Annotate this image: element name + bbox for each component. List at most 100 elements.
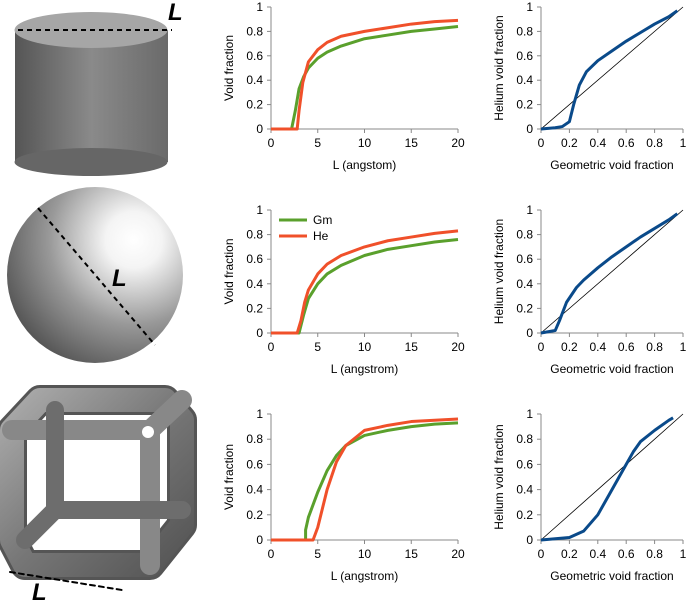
x-tick-label: 0 — [538, 136, 545, 150]
x-tick-label: 0.4 — [589, 136, 606, 150]
series-line — [271, 229, 459, 335]
y-tick-label: 0.2 — [516, 98, 533, 112]
y-tick-label: 0.8 — [516, 24, 533, 38]
y-axis-label: Helium void fraction — [492, 219, 506, 324]
x-tick-label: 0.8 — [646, 340, 663, 354]
x-tick-label: 20 — [451, 340, 465, 354]
y-tick-label: 0.8 — [246, 228, 263, 242]
x-tick-label: 15 — [405, 340, 419, 354]
series-line — [271, 238, 459, 335]
y-axis-label: Void fraction — [222, 444, 236, 510]
y-tick-label: 0 — [256, 533, 263, 547]
x-tick-label: 0 — [268, 136, 275, 150]
x-tick-label: 0 — [538, 340, 545, 354]
x-axis-label: Geometric void fraction — [550, 569, 673, 583]
x-axis-label: L (angstrom) — [331, 569, 399, 583]
y-tick-label: 0.6 — [246, 252, 263, 266]
y-tick-label: 0.2 — [516, 301, 533, 315]
x-tick-label: 0.2 — [561, 136, 578, 150]
reference-line — [540, 6, 684, 130]
chart: 0 0.2 0.4 0.6 0.8 1 0 0.2 0.4 0.6 0.8 1 Geometric vo… — [492, 0, 687, 172]
y-tick-label: 0.6 — [246, 49, 263, 63]
y-tick-label: 1 — [526, 407, 533, 421]
x-tick-label: 10 — [358, 340, 372, 354]
reference-line — [540, 209, 684, 334]
x-tick-label: 10 — [358, 547, 372, 561]
y-tick-label: 0.8 — [516, 432, 533, 446]
x-tick-label: 5 — [314, 136, 321, 150]
x-tick-label: 0.4 — [589, 340, 606, 354]
x-tick-label: 0 — [268, 340, 275, 354]
y-tick-label: 1 — [256, 407, 263, 421]
cube-frame: L — [0, 385, 197, 602]
series-line — [271, 421, 459, 542]
series-line — [540, 212, 679, 335]
y-axis-label: Helium void fraction — [492, 15, 506, 120]
x-tick-label: 15 — [405, 136, 419, 150]
y-tick-label: 0.4 — [516, 73, 533, 87]
x-tick-label: 15 — [405, 547, 419, 561]
sphere: L — [7, 187, 183, 363]
chart: 0 0.2 0.4 0.6 0.8 1 0 0.2 0.4 0.6 0.8 1 Geometric vo… — [492, 407, 687, 583]
y-tick-label: 0.8 — [246, 24, 263, 38]
y-tick-label: 1 — [526, 0, 533, 14]
x-tick-label: 0.2 — [561, 547, 578, 561]
x-tick-label: 0 — [268, 547, 275, 561]
cylinder: L — [14, 0, 183, 176]
x-tick-label: 20 — [451, 547, 465, 561]
shape-label: L — [32, 579, 47, 602]
x-tick-label: 0 — [538, 547, 545, 561]
y-tick-label: 0 — [526, 122, 533, 136]
x-axis-label: Geometric void fraction — [550, 158, 673, 172]
x-axis-label: L (angstrom) — [331, 362, 399, 376]
legend-label: Gm — [313, 213, 332, 227]
y-tick-label: 0 — [256, 122, 263, 136]
x-axis-label: L (angstom) — [333, 158, 397, 172]
shape-label: L — [168, 0, 183, 26]
y-tick-label: 0.6 — [516, 49, 533, 63]
x-tick-label: 0.8 — [646, 136, 663, 150]
y-axis-label: Void fraction — [222, 35, 236, 101]
y-tick-label: 0.6 — [516, 252, 533, 266]
x-tick-label: 0.6 — [618, 136, 635, 150]
y-tick-label: 0.6 — [246, 457, 263, 471]
y-tick-label: 0.8 — [516, 228, 533, 242]
y-tick-label: 0 — [526, 533, 533, 547]
y-tick-label: 0.8 — [246, 432, 263, 446]
x-tick-label: 0.6 — [618, 340, 635, 354]
y-tick-label: 0.2 — [516, 508, 533, 522]
y-tick-label: 0.4 — [516, 277, 533, 291]
x-tick-label: 0.4 — [589, 547, 606, 561]
y-tick-label: 1 — [256, 0, 263, 14]
x-tick-label: 5 — [314, 340, 321, 354]
y-tick-label: 0.4 — [246, 277, 263, 291]
y-tick-label: 0.4 — [516, 483, 533, 497]
y-axis-label: Void fraction — [222, 238, 236, 304]
y-axis-label: Helium void fraction — [492, 424, 506, 529]
reference-line — [540, 413, 684, 541]
shape-label: L — [112, 265, 127, 292]
y-tick-label: 1 — [256, 203, 263, 217]
chart: 00.20.40.60.810 5 10 15 20L (angstrom)Void f… — [222, 407, 465, 583]
x-tick-label: 1 — [680, 340, 687, 354]
x-tick-label: 5 — [314, 547, 321, 561]
series-line — [271, 18, 459, 131]
y-tick-label: 0.4 — [246, 73, 263, 87]
y-tick-label: 0.2 — [246, 301, 263, 315]
x-tick-label: 20 — [451, 136, 465, 150]
x-tick-label: 10 — [358, 136, 372, 150]
x-tick-label: 1 — [680, 547, 687, 561]
chart: 0 0.2 0.4 0.6 0.8 1 0 0.2 0.4 0.6 0.8 1 Geometric vo… — [492, 203, 687, 376]
x-axis-label: Geometric void fraction — [550, 362, 673, 376]
x-tick-label: 1 — [680, 136, 687, 150]
y-tick-label: 0.2 — [246, 98, 263, 112]
series-line — [540, 9, 679, 131]
x-tick-label: 0.2 — [561, 340, 578, 354]
series-line — [540, 416, 674, 542]
y-tick-label: 0 — [256, 326, 263, 340]
y-tick-label: 0.4 — [246, 483, 263, 497]
series-line — [271, 417, 459, 542]
y-tick-label: 0.6 — [516, 457, 533, 471]
x-tick-label: 0.6 — [618, 547, 635, 561]
